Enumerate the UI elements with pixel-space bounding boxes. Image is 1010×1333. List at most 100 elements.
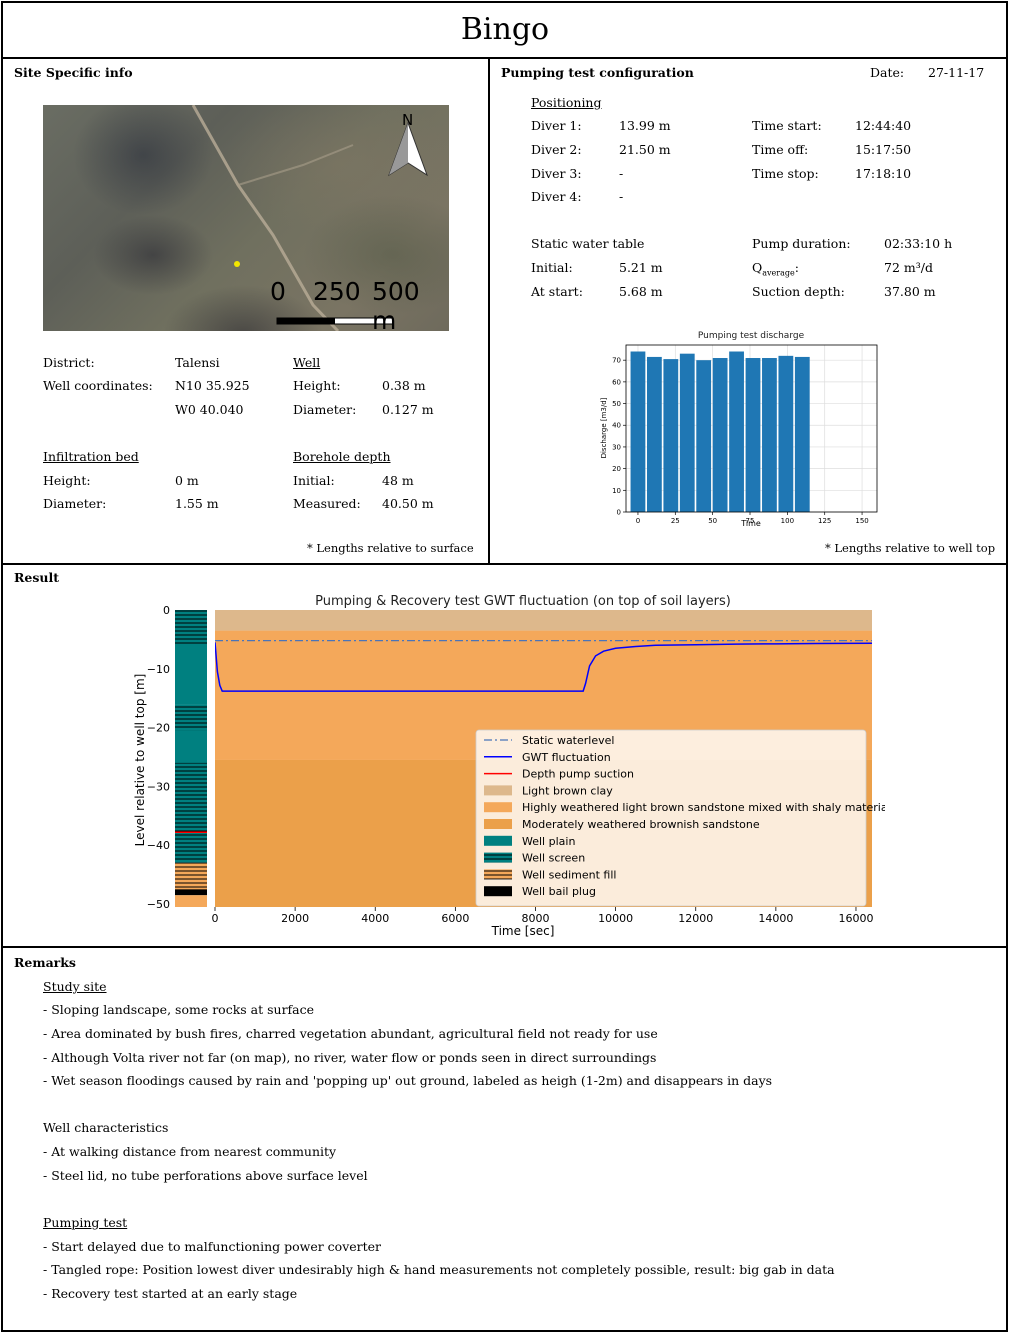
legend-swatch xyxy=(484,785,512,796)
legend-label: Well sediment fill xyxy=(522,868,616,881)
infil-diameter-label: Diameter: xyxy=(43,496,107,511)
well-bail-plug xyxy=(175,889,207,896)
infil-heading: Infiltration bed xyxy=(43,449,139,464)
discharge-bar xyxy=(729,351,744,512)
well-plain-segment xyxy=(175,730,207,763)
diver-4-value: - xyxy=(619,189,624,204)
initial-label: Initial: xyxy=(531,260,573,275)
district-label: District: xyxy=(43,355,95,370)
infil-height-value: 0 m xyxy=(175,473,199,488)
remarks-study-title: Study site xyxy=(43,979,107,994)
remarks-well-title: Well characteristics xyxy=(43,1120,169,1135)
time-off-value: 15:17:50 xyxy=(855,142,912,157)
gwt-ytick-label: −20 xyxy=(147,722,170,735)
discharge-ylabel: Discharge [m3/d] xyxy=(600,397,608,458)
satellite-map: N 0 250 500 m xyxy=(43,105,449,331)
diver-3-value: - xyxy=(619,166,624,181)
legend-label: GWT fluctuation xyxy=(522,751,611,764)
diver-3-label: Diver 3: xyxy=(531,166,582,181)
well-heading: Well xyxy=(293,355,321,370)
district-value: Talensi xyxy=(175,355,220,370)
remarks-heading: Remarks xyxy=(14,955,76,970)
discharge-ytick-label: 40 xyxy=(612,422,621,430)
legend-label: Well plain xyxy=(522,835,575,848)
discharge-bar xyxy=(778,355,794,512)
coord-west: W0 40.040 xyxy=(175,402,244,417)
discharge-ytick-label: 10 xyxy=(612,487,621,495)
suction-label: Suction depth: xyxy=(752,284,845,299)
gwt-xtick-label: 10000 xyxy=(598,912,633,925)
remarks-study-item: - Area dominated by bush fires, charred … xyxy=(43,1026,658,1041)
remarks-pump-item: - Recovery test started at an early stag… xyxy=(43,1286,298,1301)
discharge-ytick-label: 70 xyxy=(612,357,621,365)
q-symbol: Q xyxy=(752,260,763,275)
remarks-study-item: - Sloping landscape, some rocks at surfa… xyxy=(43,1002,315,1017)
well-plain-segment xyxy=(175,645,207,705)
remarks-study-item: - Although Volta river not far (on map),… xyxy=(43,1050,657,1065)
bore-measured-value: 40.50 m xyxy=(382,496,434,511)
gwt-chart: Pumping & Recovery test GWT fluctuation … xyxy=(133,594,885,938)
time-start-value: 12:44:40 xyxy=(855,118,912,133)
bore-initial-label: Initial: xyxy=(293,473,335,488)
discharge-ytick-label: 30 xyxy=(612,443,621,451)
infil-diameter-value: 1.55 m xyxy=(175,496,219,511)
gwt-ytick-label: 0 xyxy=(163,604,170,617)
time-start-label: Time start: xyxy=(752,118,822,133)
legend-label: Moderately weathered brownish sandstone xyxy=(522,818,760,831)
coords-label: Well coordinates: xyxy=(43,378,153,393)
initial-value: 5.21 m xyxy=(619,260,663,275)
gwt-xtick-label: 16000 xyxy=(838,912,873,925)
legend-label: Well screen xyxy=(522,852,585,865)
discharge-bar xyxy=(794,356,810,512)
discharge-bar xyxy=(696,360,712,512)
legend-swatch xyxy=(484,819,512,829)
discharge-xtick-label: 75 xyxy=(746,517,755,525)
bore-heading: Borehole depth xyxy=(293,449,391,464)
discharge-axes-frame xyxy=(625,344,878,513)
bore-measured-label: Measured: xyxy=(293,496,361,511)
discharge-xtick-label: 50 xyxy=(708,517,717,525)
gwt-xtick-label: 0 xyxy=(212,912,219,925)
diver-2-label: Diver 2: xyxy=(531,142,582,157)
discharge-xlabel: Time xyxy=(740,519,761,528)
scale-label-500: 500 m xyxy=(372,277,420,331)
diver-4-label: Diver 4: xyxy=(531,189,582,204)
diver-2-value: 21.50 m xyxy=(619,142,671,157)
remarks-well-item: - At walking distance from nearest commu… xyxy=(43,1144,337,1159)
gwt-xtick-label: 2000 xyxy=(281,912,309,925)
legend-swatch xyxy=(484,835,512,846)
well-bottom-fill xyxy=(175,895,207,907)
time-stop-value: 17:18:10 xyxy=(855,166,912,181)
pump-heading: Pumping test configuration xyxy=(501,65,694,80)
duration-value: 02:33:10 h xyxy=(884,236,953,251)
q-average-label: Qaverage: xyxy=(752,260,799,278)
well-screen-segment xyxy=(175,704,207,863)
gwt-title: Pumping & Recovery test GWT fluctuation … xyxy=(315,594,731,609)
result-heading: Result xyxy=(14,570,59,585)
atstart-value: 5.68 m xyxy=(619,284,663,299)
well-height-label: Height: xyxy=(293,378,341,393)
gwt-xlabel: Time [sec] xyxy=(491,924,555,938)
coord-north: N10 35.925 xyxy=(175,378,250,393)
discharge-ytick-label: 60 xyxy=(612,378,621,386)
gwt-xtick-label: 8000 xyxy=(521,912,549,925)
remarks-pump-item: - Tangled rope: Position lowest diver un… xyxy=(43,1262,835,1277)
gwt-xtick-label: 12000 xyxy=(678,912,713,925)
gwt-ytick-label: −50 xyxy=(147,898,170,911)
legend-label: Light brown clay xyxy=(522,784,613,797)
discharge-xtick-label: 25 xyxy=(671,517,680,525)
gwt-ytick-label: −30 xyxy=(147,780,170,793)
legend-label: Highly weathered light brown sandstone m… xyxy=(522,801,885,814)
gwt-ytick-label: −10 xyxy=(147,663,170,676)
q-subscript: average xyxy=(762,268,795,278)
remarks-study-item: - Wet season floodings caused by rain an… xyxy=(43,1073,773,1088)
legend-swatch xyxy=(484,802,512,813)
discharge-bar xyxy=(630,351,646,512)
well-location-marker xyxy=(234,261,240,267)
discharge-xtick-label: 125 xyxy=(818,517,831,525)
diver-1-value: 13.99 m xyxy=(619,118,671,133)
discharge-bar xyxy=(646,356,662,512)
positioning-heading: Positioning xyxy=(531,95,602,110)
scale-label-250: 250 xyxy=(313,277,361,306)
